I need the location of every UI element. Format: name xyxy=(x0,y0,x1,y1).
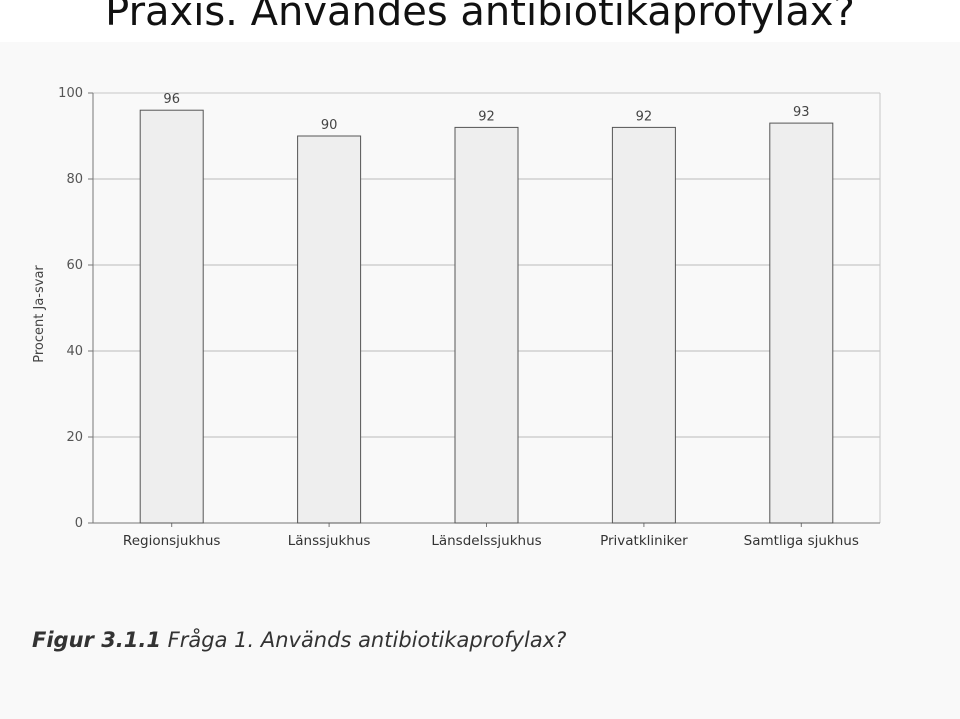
figure-caption: Figur 3.1.1 Fråga 1. Används antibiotika… xyxy=(32,628,566,652)
y-tick-label: 0 xyxy=(75,516,83,531)
bar xyxy=(769,122,834,524)
bar-value-label: 96 xyxy=(163,92,180,107)
x-category-label: Samtliga sjukhus xyxy=(744,533,859,549)
x-category-label: Länssjukhus xyxy=(288,533,371,549)
y-tick-label: 20 xyxy=(66,430,83,445)
y-axis-title: Procent Ja-svar xyxy=(32,265,47,363)
bar xyxy=(139,109,204,524)
bars xyxy=(139,109,834,524)
x-category-label: Länsdelssjukhus xyxy=(431,533,541,549)
x-category-label: Regionsjukhus xyxy=(123,533,221,549)
bar xyxy=(454,126,519,524)
figure-caption-text: Fråga 1. Används antibiotikaprofylax? xyxy=(167,628,567,652)
labels: 0 20 40 60 80 100 Procent Ja-svar 96 Regionsjukh… xyxy=(32,86,859,549)
bar xyxy=(611,126,676,524)
x-category-label: Privatkliniker xyxy=(600,533,688,549)
bar-value-label: 93 xyxy=(793,105,810,120)
bar xyxy=(297,135,362,524)
bar-value-label: 92 xyxy=(478,109,495,124)
y-tick-label: 80 xyxy=(66,172,83,187)
figure-number: Figur 3.1.1 xyxy=(32,628,161,652)
y-tick-label: 100 xyxy=(58,86,83,101)
y-tick-label: 40 xyxy=(66,344,83,359)
bar-value-label: 92 xyxy=(636,109,653,124)
slide-title: Praxis. Användes antibiotikaprofylax? xyxy=(105,0,855,35)
y-tick-label: 60 xyxy=(66,258,83,273)
bar-value-label: 90 xyxy=(321,118,338,133)
